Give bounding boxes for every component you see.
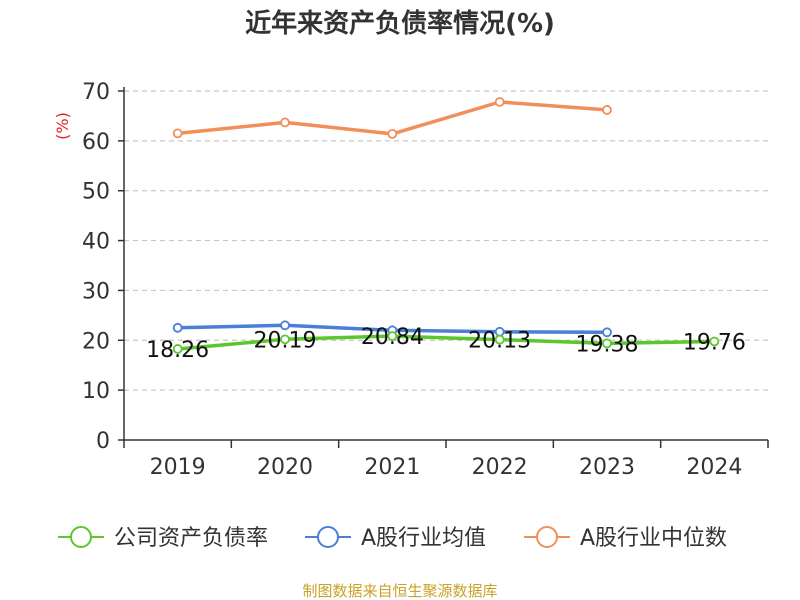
data-label: 19.38 (576, 332, 639, 357)
source-note: 制图数据来自恒生聚源数据库 (302, 582, 497, 600)
y-tick-label: 20 (82, 329, 110, 354)
data-point (280, 117, 290, 128)
series-line-0 (175, 334, 717, 351)
y-tick-label: 60 (82, 130, 110, 155)
y-axis-label: (%) (53, 112, 72, 140)
data-point (172, 344, 183, 354)
legend-label: A股行业均值 (361, 526, 486, 551)
data-label: 20.84 (361, 325, 424, 350)
x-tick-label: 2019 (150, 455, 206, 480)
data-point (387, 331, 398, 341)
x-tick-label: 2020 (257, 455, 313, 480)
legend-item: A股行业均值 (305, 526, 486, 551)
legend-item: 公司资产负债率 (58, 526, 268, 551)
data-label: 19.76 (683, 330, 746, 355)
legend-item: A股行业中位数 (524, 526, 727, 551)
y-tick-label: 50 (82, 180, 110, 205)
data-label: 20.13 (468, 329, 531, 354)
x-tick-label: 2021 (364, 455, 420, 480)
data-point (387, 128, 398, 139)
data-point (602, 338, 612, 349)
data-point (494, 334, 505, 345)
legend-swatch-marker (536, 526, 558, 548)
legend-swatch-marker (317, 526, 339, 548)
x-tick-label: 2023 (579, 455, 635, 480)
y-tick-label: 0 (96, 429, 110, 454)
data-labels: 18.26 20.19 20.84 20.13 19.38 19.76 (146, 325, 746, 363)
data-label: 20.19 (254, 328, 317, 353)
data-point (280, 334, 290, 345)
x-tick-label: 2022 (472, 455, 528, 480)
y-tick-label: 70 (82, 80, 110, 105)
legend-label: A股行业中位数 (580, 526, 727, 551)
y-tick-label: 30 (82, 279, 110, 304)
chart-title: 近年来资产负债率情况(%) (245, 8, 555, 39)
legend-swatch-marker (70, 526, 92, 548)
y-tick-label: 40 (82, 230, 110, 255)
x-tick-label: 2024 (686, 455, 742, 480)
legend: 公司资产负债率 A股行业均值 A股行业中位数 (58, 526, 727, 551)
legend-label: 公司资产负债率 (114, 526, 268, 551)
data-point (172, 322, 183, 333)
data-point (709, 336, 720, 347)
data-point (280, 320, 290, 331)
y-tick-label: 10 (82, 379, 110, 404)
series-layer (172, 97, 720, 354)
data-point (602, 327, 612, 338)
data-point (172, 128, 183, 139)
data-point (494, 97, 505, 107)
data-label: 18.26 (146, 338, 209, 363)
data-point (602, 105, 612, 115)
axes: 0 10 20 30 40 50 60 70 2019 2020 2021 2022 2023 2024 (82, 80, 769, 480)
